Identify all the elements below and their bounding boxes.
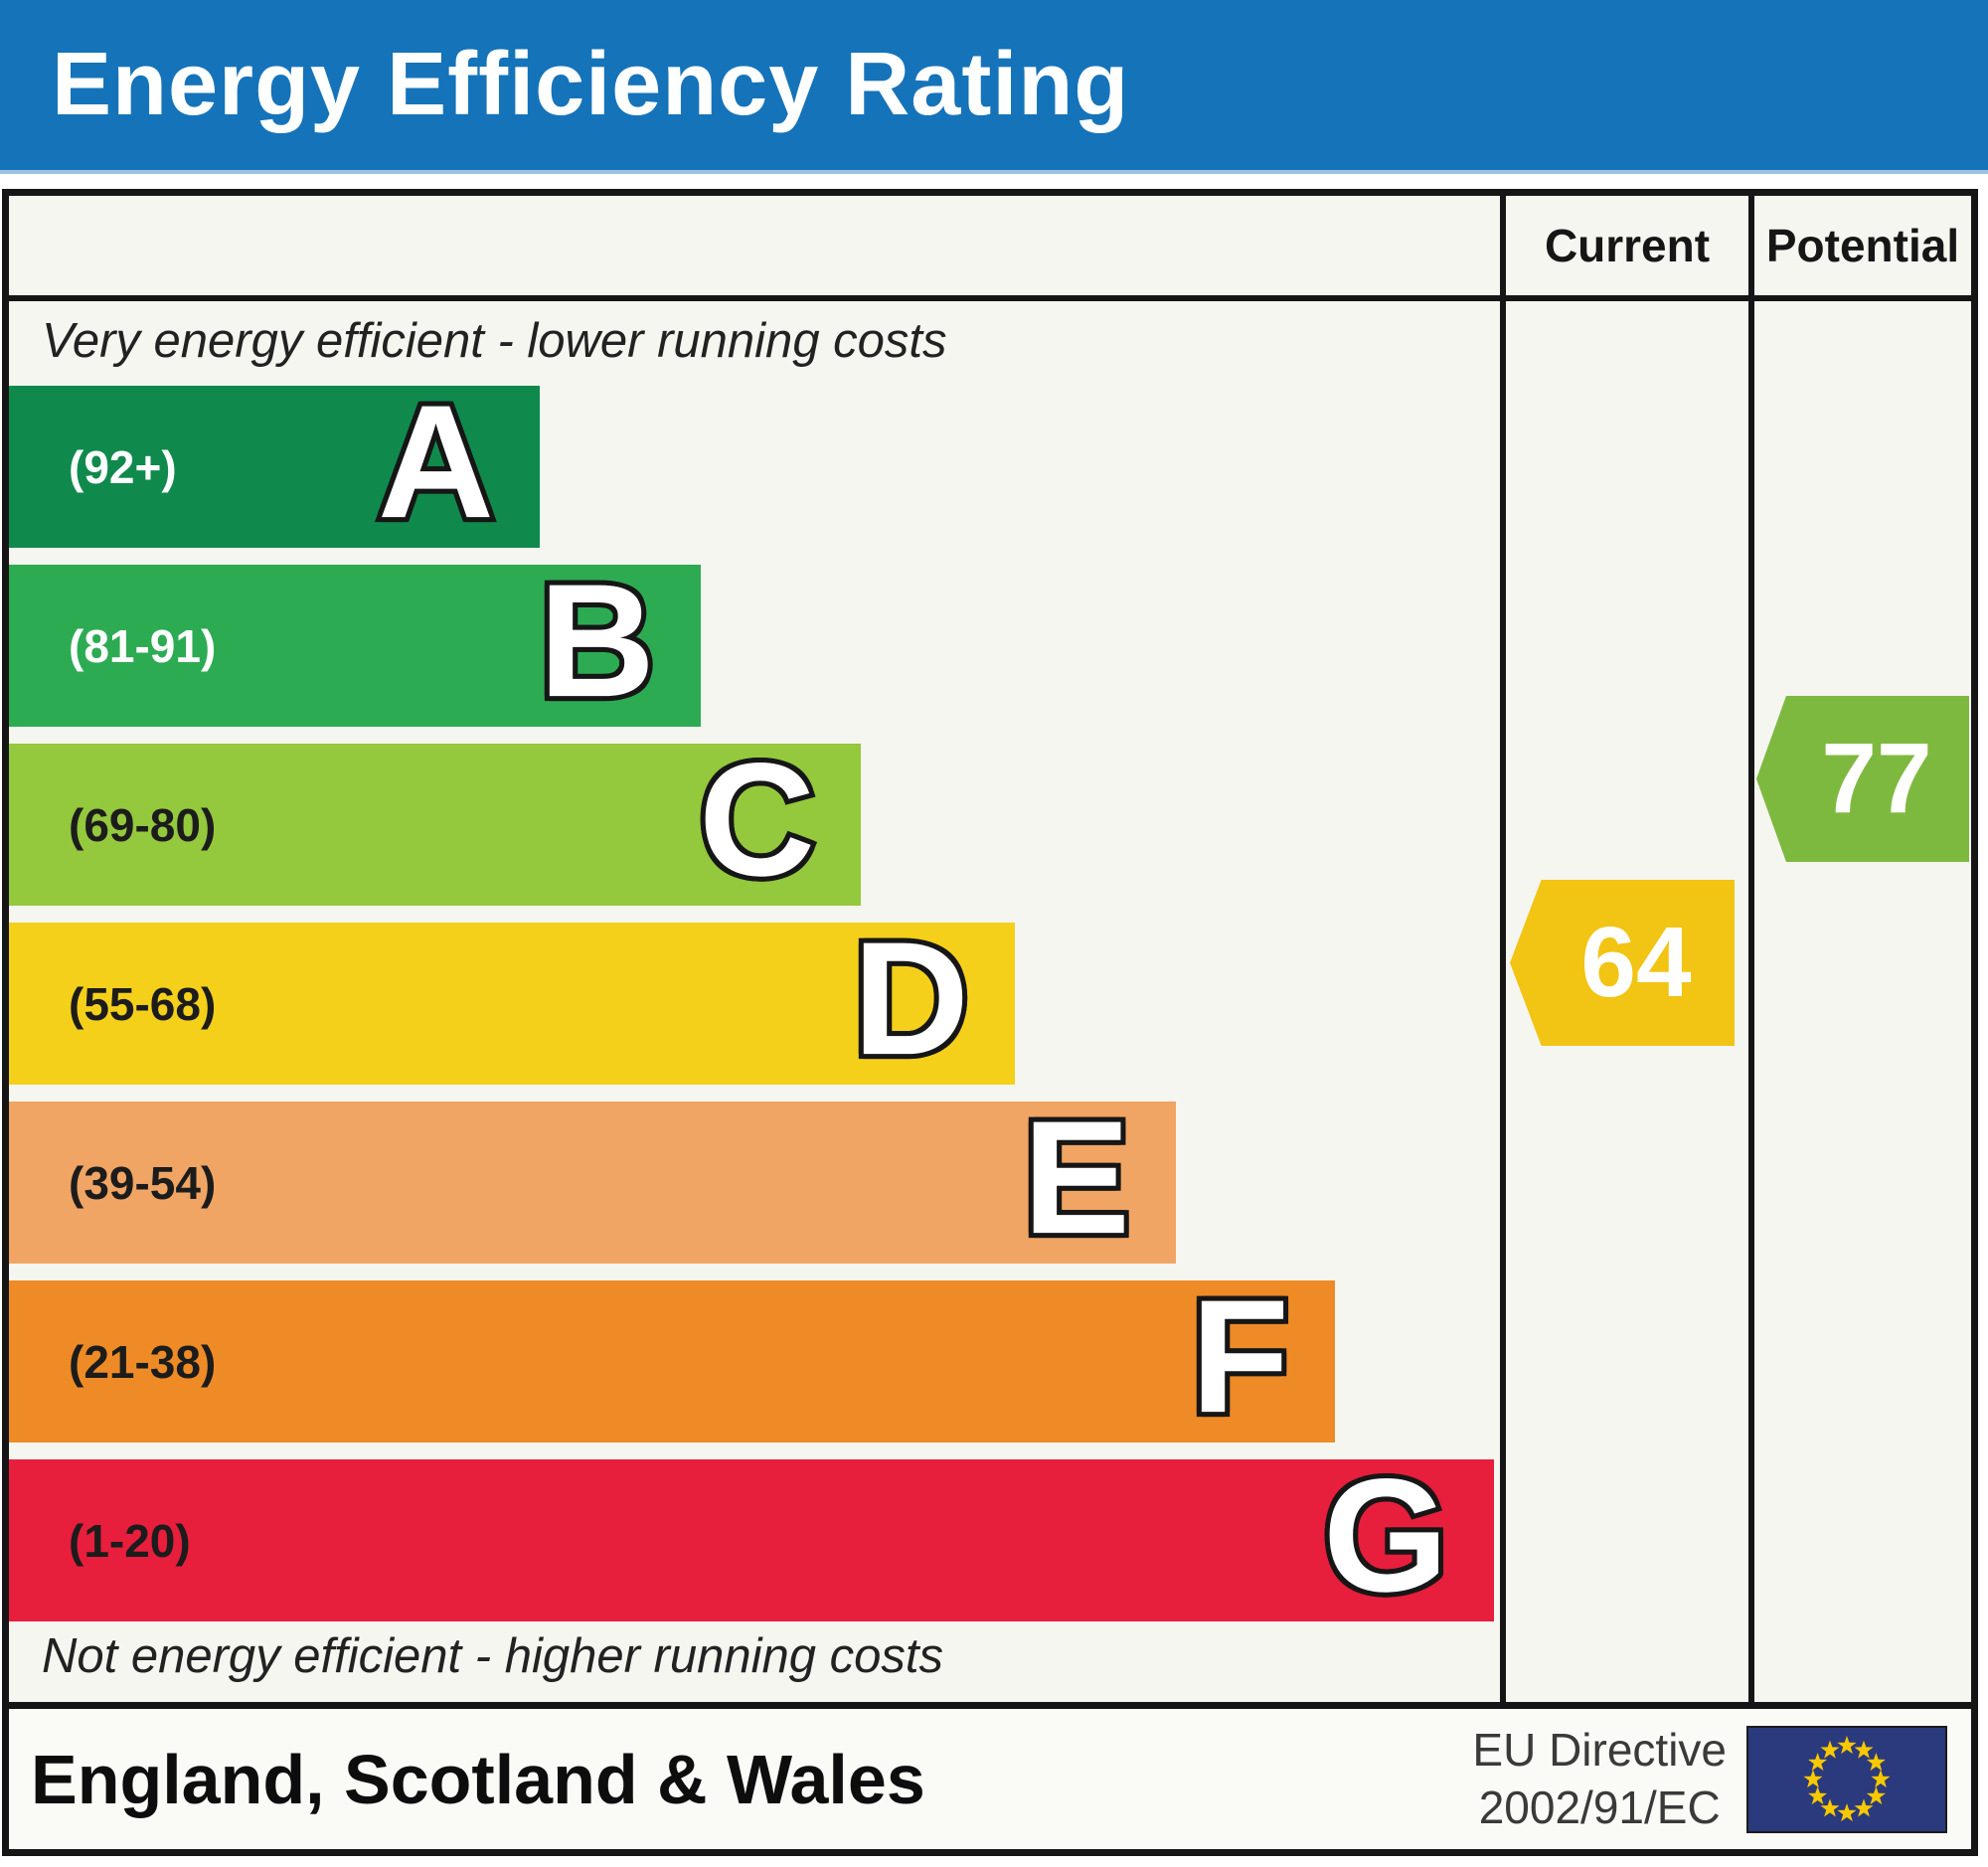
- current-rating-arrow: 64: [1510, 880, 1735, 1046]
- eu-directive-line2: 2002/91/EC: [1478, 1781, 1721, 1833]
- header-row-divider: [9, 295, 1971, 301]
- band-row-f: (21-38) F: [9, 1275, 1335, 1443]
- band-row-a: (92+) A: [9, 381, 540, 548]
- band-letter: C: [699, 739, 815, 901]
- band-range-label: (81-91): [69, 619, 217, 672]
- column-divider-current: [1500, 196, 1506, 1702]
- footer-row-divider: [9, 1702, 1971, 1709]
- eu-flag-icon: [1746, 1725, 1947, 1833]
- band-range-label: (69-80): [69, 798, 217, 851]
- bottom-scale-note: Not energy efficient - higher running co…: [42, 1629, 943, 1683]
- band-letter: D: [853, 918, 969, 1080]
- band-row-d: (55-68) D: [9, 918, 1015, 1085]
- band-row-g: (1-20) G: [9, 1454, 1494, 1621]
- band-range-label: (1-20): [69, 1514, 191, 1567]
- eu-directive-line1: EU Directive: [1472, 1724, 1727, 1776]
- band-range-label: (39-54): [69, 1156, 217, 1209]
- column-header-current: Current: [1544, 220, 1711, 271]
- band-range-label: (55-68): [69, 977, 217, 1030]
- page-title: Energy Efficiency Rating: [52, 35, 1130, 134]
- top-scale-note: Very energy efficient - lower running co…: [42, 314, 947, 368]
- chart-title-bar: Energy Efficiency Rating: [0, 0, 1988, 174]
- band-range-label: (21-38): [69, 1335, 217, 1388]
- band-letter: B: [539, 560, 655, 722]
- current-rating-value: 64: [1580, 907, 1692, 1018]
- eu-directive-label: EU Directive 2002/91/EC: [1472, 1722, 1727, 1836]
- footer-region-label: England, Scotland & Wales: [31, 1740, 925, 1818]
- band-row-e: (39-54) E: [9, 1097, 1176, 1264]
- band-row-c: (69-80) C: [9, 739, 861, 906]
- footer-right-group: EU Directive 2002/91/EC: [1472, 1722, 1971, 1836]
- band-range-label: (92+): [69, 440, 177, 493]
- chart-footer: England, Scotland & Wales EU Directive 2…: [9, 1709, 1971, 1849]
- potential-rating-arrow: 77: [1756, 696, 1969, 862]
- potential-rating-value: 77: [1821, 723, 1932, 834]
- column-divider-potential: [1748, 196, 1754, 1702]
- band-letter: F: [1191, 1275, 1289, 1438]
- band-letter: E: [1023, 1097, 1130, 1259]
- band-letter: G: [1323, 1454, 1448, 1616]
- band-letter: A: [378, 381, 494, 543]
- column-header-potential: Potential: [1765, 220, 1960, 271]
- band-row-b: (81-91) B: [9, 560, 701, 727]
